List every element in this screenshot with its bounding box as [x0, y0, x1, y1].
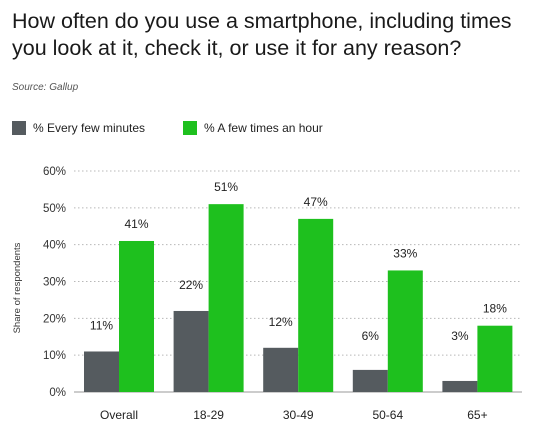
data-label: 11% [90, 318, 113, 332]
bar-2-50-64 [387, 270, 423, 392]
x-category-label: 50-64 [372, 408, 403, 422]
data-label: 22% [179, 278, 203, 292]
x-category-label: 65+ [467, 408, 487, 422]
bar-1-50-64 [352, 369, 388, 392]
legend-item-series-2: % A few times an hour [183, 121, 323, 135]
y-axis-label: Share of respondents [12, 242, 23, 333]
data-label: 41% [124, 217, 148, 231]
y-tick-label: 20% [43, 313, 66, 325]
data-label: 12% [269, 315, 293, 329]
data-labels: 11% 41% 22% 51% 12% 47% 6% 33% 3% 18% [90, 180, 507, 343]
chart-source: Source: Gallup [12, 82, 79, 93]
legend-swatch-series-2 [183, 121, 198, 135]
data-label: 47% [304, 195, 328, 209]
y-axis-ticks: 0% 10% 20% 30% 40% 50% 60% [43, 166, 66, 399]
x-axis-categories: Overall 18-29 30-49 50-64 65+ [100, 408, 488, 422]
y-tick-label: 30% [43, 277, 66, 289]
x-category-label: 30-49 [283, 408, 314, 422]
data-label: 51% [214, 180, 238, 194]
bars [84, 204, 513, 392]
bar-1-overall [84, 351, 119, 392]
data-label: 33% [393, 246, 417, 260]
y-tick-label: 60% [43, 166, 66, 178]
y-tick-label: 10% [43, 350, 66, 362]
bar-2-18-29 [208, 204, 244, 392]
bar-2-30-49 [298, 218, 334, 392]
bar-2-overall [119, 240, 154, 392]
x-category-label: 18-29 [193, 408, 224, 422]
chart-legend: % Every few minutes % A few times an hou… [12, 121, 361, 135]
x-category-label: Overall [100, 408, 138, 422]
chart-title: How often do you use a smartphone, inclu… [12, 9, 512, 60]
data-label: 3% [451, 329, 469, 343]
data-label: 18% [483, 302, 507, 316]
y-tick-label: 50% [43, 203, 66, 215]
bar-1-30-49 [263, 347, 299, 392]
y-tick-label: 40% [43, 240, 66, 252]
bar-2-65- [477, 325, 513, 392]
bar-1-18-29 [173, 310, 209, 392]
data-label: 6% [362, 329, 380, 343]
legend-swatch-series-1 [12, 121, 26, 135]
legend-label-series-2: % A few times an hour [204, 121, 323, 135]
legend-item-series-1: % Every few minutes [12, 121, 145, 135]
legend-label-series-1: % Every few minutes [33, 121, 146, 135]
y-tick-label: 0% [49, 387, 66, 399]
bar-1-65- [442, 380, 478, 392]
